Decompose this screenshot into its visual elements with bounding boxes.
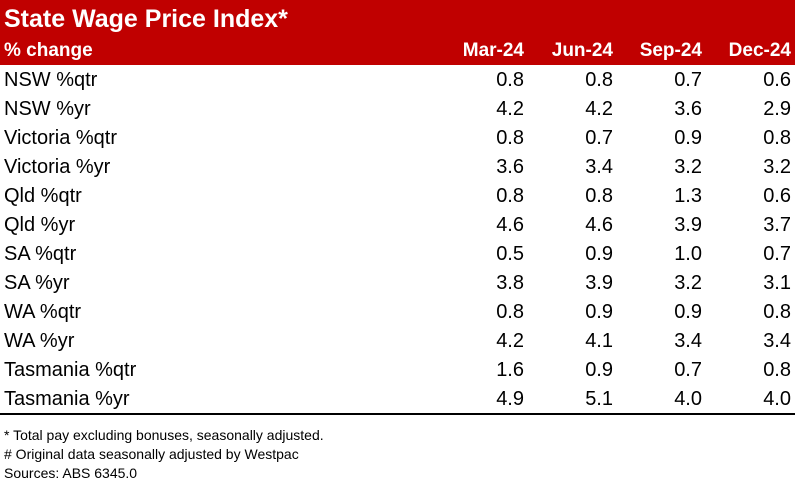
cell-value: 4.9 bbox=[496, 387, 524, 410]
footnote-seasonally-adjusted: # Original data seasonally adjusted by W… bbox=[4, 446, 299, 462]
cell-value: 4.6 bbox=[496, 213, 524, 236]
cell-value: 3.7 bbox=[763, 213, 791, 236]
table-row: SA %qtr 0.5 0.9 1.0 0.7 bbox=[0, 240, 795, 269]
cell-value: 0.8 bbox=[496, 184, 524, 207]
cell-value: 1.3 bbox=[674, 184, 702, 207]
table-row: NSW %yr 4.2 4.2 3.6 2.9 bbox=[0, 95, 795, 124]
header-col-sep-24: Sep-24 bbox=[639, 40, 702, 61]
table-row: WA %yr 4.2 4.1 3.4 3.4 bbox=[0, 327, 795, 356]
table-row: NSW %qtr 0.8 0.8 0.7 0.6 bbox=[0, 66, 795, 95]
cell-value: 4.0 bbox=[763, 387, 791, 410]
cell-value: 0.9 bbox=[585, 242, 613, 265]
cell-value: 0.9 bbox=[674, 300, 702, 323]
cell-value: 0.8 bbox=[763, 300, 791, 323]
row-label: Victoria %yr bbox=[4, 155, 111, 178]
cell-value: 4.6 bbox=[585, 213, 613, 236]
table-row: Tasmania %qtr 1.6 0.9 0.7 0.8 bbox=[0, 356, 795, 385]
footnote-total-pay: * Total pay excluding bonuses, seasonall… bbox=[4, 427, 324, 443]
table-row: Qld %qtr 0.8 0.8 1.3 0.6 bbox=[0, 182, 795, 211]
row-label: SA %qtr bbox=[4, 242, 77, 265]
cell-value: 0.8 bbox=[763, 126, 791, 149]
cell-value: 3.9 bbox=[585, 271, 613, 294]
cell-value: 4.2 bbox=[496, 97, 524, 120]
row-label: Qld %yr bbox=[4, 213, 76, 236]
table-row: Qld %yr 4.6 4.6 3.9 3.7 bbox=[0, 211, 795, 240]
header-col-mar-24: Mar-24 bbox=[462, 40, 524, 61]
cell-value: 1.6 bbox=[496, 358, 524, 381]
row-label: WA %yr bbox=[4, 329, 75, 352]
row-label: NSW %yr bbox=[4, 97, 91, 120]
cell-value: 3.4 bbox=[763, 329, 791, 352]
cell-value: 3.2 bbox=[674, 155, 702, 178]
row-label: SA %yr bbox=[4, 271, 70, 294]
cell-value: 2.9 bbox=[763, 97, 791, 120]
header-row: % change Mar-24 Jun-24 Sep-24 Dec-24 bbox=[0, 37, 795, 66]
table-row: WA %qtr 0.8 0.9 0.9 0.8 bbox=[0, 298, 795, 327]
table-row: Victoria %yr 3.6 3.4 3.2 3.2 bbox=[0, 153, 795, 182]
cell-value: 0.8 bbox=[763, 358, 791, 381]
table-body: NSW %qtr 0.8 0.8 0.7 0.6 NSW %yr 4.2 4.2… bbox=[0, 66, 795, 415]
cell-value: 3.4 bbox=[585, 155, 613, 178]
cell-value: 4.2 bbox=[585, 97, 613, 120]
row-label: Tasmania %qtr bbox=[4, 358, 137, 381]
cell-value: 5.1 bbox=[585, 387, 613, 410]
cell-value: 0.5 bbox=[496, 242, 524, 265]
row-label: WA %qtr bbox=[4, 300, 82, 323]
cell-value: 4.2 bbox=[496, 329, 524, 352]
cell-value: 4.1 bbox=[585, 329, 613, 352]
cell-value: 3.2 bbox=[763, 155, 791, 178]
table-row: Victoria %qtr 0.8 0.7 0.9 0.8 bbox=[0, 124, 795, 153]
header-label: % change bbox=[4, 40, 93, 61]
header-col-jun-24: Jun-24 bbox=[551, 40, 613, 61]
row-label: NSW %qtr bbox=[4, 68, 98, 91]
cell-value: 0.8 bbox=[585, 184, 613, 207]
cell-value: 0.8 bbox=[585, 68, 613, 91]
cell-value: 1.0 bbox=[674, 242, 702, 265]
cell-value: 3.6 bbox=[674, 97, 702, 120]
cell-value: 0.6 bbox=[763, 184, 791, 207]
cell-value: 3.2 bbox=[674, 271, 702, 294]
footnotes: * Total pay excluding bonuses, seasonall… bbox=[4, 426, 324, 483]
footnote-sources: Sources: ABS 6345.0 bbox=[4, 465, 138, 481]
cell-value: 0.8 bbox=[496, 300, 524, 323]
cell-value: 0.9 bbox=[674, 126, 702, 149]
cell-value: 3.4 bbox=[674, 329, 702, 352]
cell-value: 4.0 bbox=[674, 387, 702, 410]
cell-value: 0.7 bbox=[763, 242, 791, 265]
table-row: Tasmania %yr 4.9 5.1 4.0 4.0 bbox=[0, 385, 795, 415]
cell-value: 3.9 bbox=[674, 213, 702, 236]
table-title: State Wage Price Index* bbox=[0, 0, 795, 37]
table-row: SA %yr 3.8 3.9 3.2 3.1 bbox=[0, 269, 795, 298]
cell-value: 0.6 bbox=[763, 68, 791, 91]
row-label: Victoria %qtr bbox=[4, 126, 118, 149]
cell-value: 0.7 bbox=[585, 126, 613, 149]
cell-value: 0.8 bbox=[496, 68, 524, 91]
cell-value: 0.9 bbox=[585, 300, 613, 323]
cell-value: 0.9 bbox=[585, 358, 613, 381]
cell-value: 0.7 bbox=[674, 68, 702, 91]
cell-value: 3.8 bbox=[496, 271, 524, 294]
header-col-dec-24: Dec-24 bbox=[728, 40, 791, 61]
cell-value: 0.7 bbox=[674, 358, 702, 381]
cell-value: 3.1 bbox=[763, 271, 791, 294]
cell-value: 0.8 bbox=[496, 126, 524, 149]
wage-price-table: State Wage Price Index* % change Mar-24 … bbox=[0, 0, 795, 415]
cell-value: 3.6 bbox=[496, 155, 524, 178]
row-label: Tasmania %yr bbox=[4, 387, 130, 410]
row-label: Qld %qtr bbox=[4, 184, 82, 207]
